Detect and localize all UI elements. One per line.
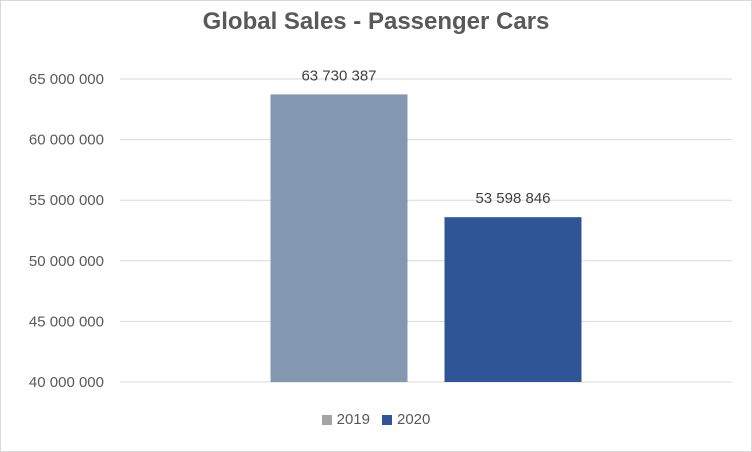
legend-item-2019: 2019	[321, 411, 370, 428]
chart-title: Global Sales - Passenger Cars	[202, 8, 550, 35]
y-tick-label: 60 000 000	[29, 132, 104, 149]
legend-swatch-2020	[382, 414, 392, 425]
data-label-2020: 53 598 846	[475, 190, 550, 207]
legend-swatch-2019	[321, 414, 332, 425]
legend-item-2020: 2020	[382, 411, 430, 428]
y-tick-label: 65 000 000	[29, 71, 104, 88]
bar-2020	[444, 217, 582, 382]
bar-2019	[270, 94, 408, 383]
legend: 2019 2020	[0, 411, 752, 428]
y-tick-label: 45 000 000	[29, 313, 104, 330]
y-tick-label: 40 000 000	[29, 374, 104, 391]
legend-label-2019: 2019	[336, 411, 370, 428]
data-label-2019: 63 730 387	[301, 67, 376, 84]
y-tick-label: 50 000 000	[29, 253, 104, 270]
legend-label-2020: 2020	[397, 411, 431, 428]
y-tick-label: 55 000 000	[29, 192, 104, 209]
